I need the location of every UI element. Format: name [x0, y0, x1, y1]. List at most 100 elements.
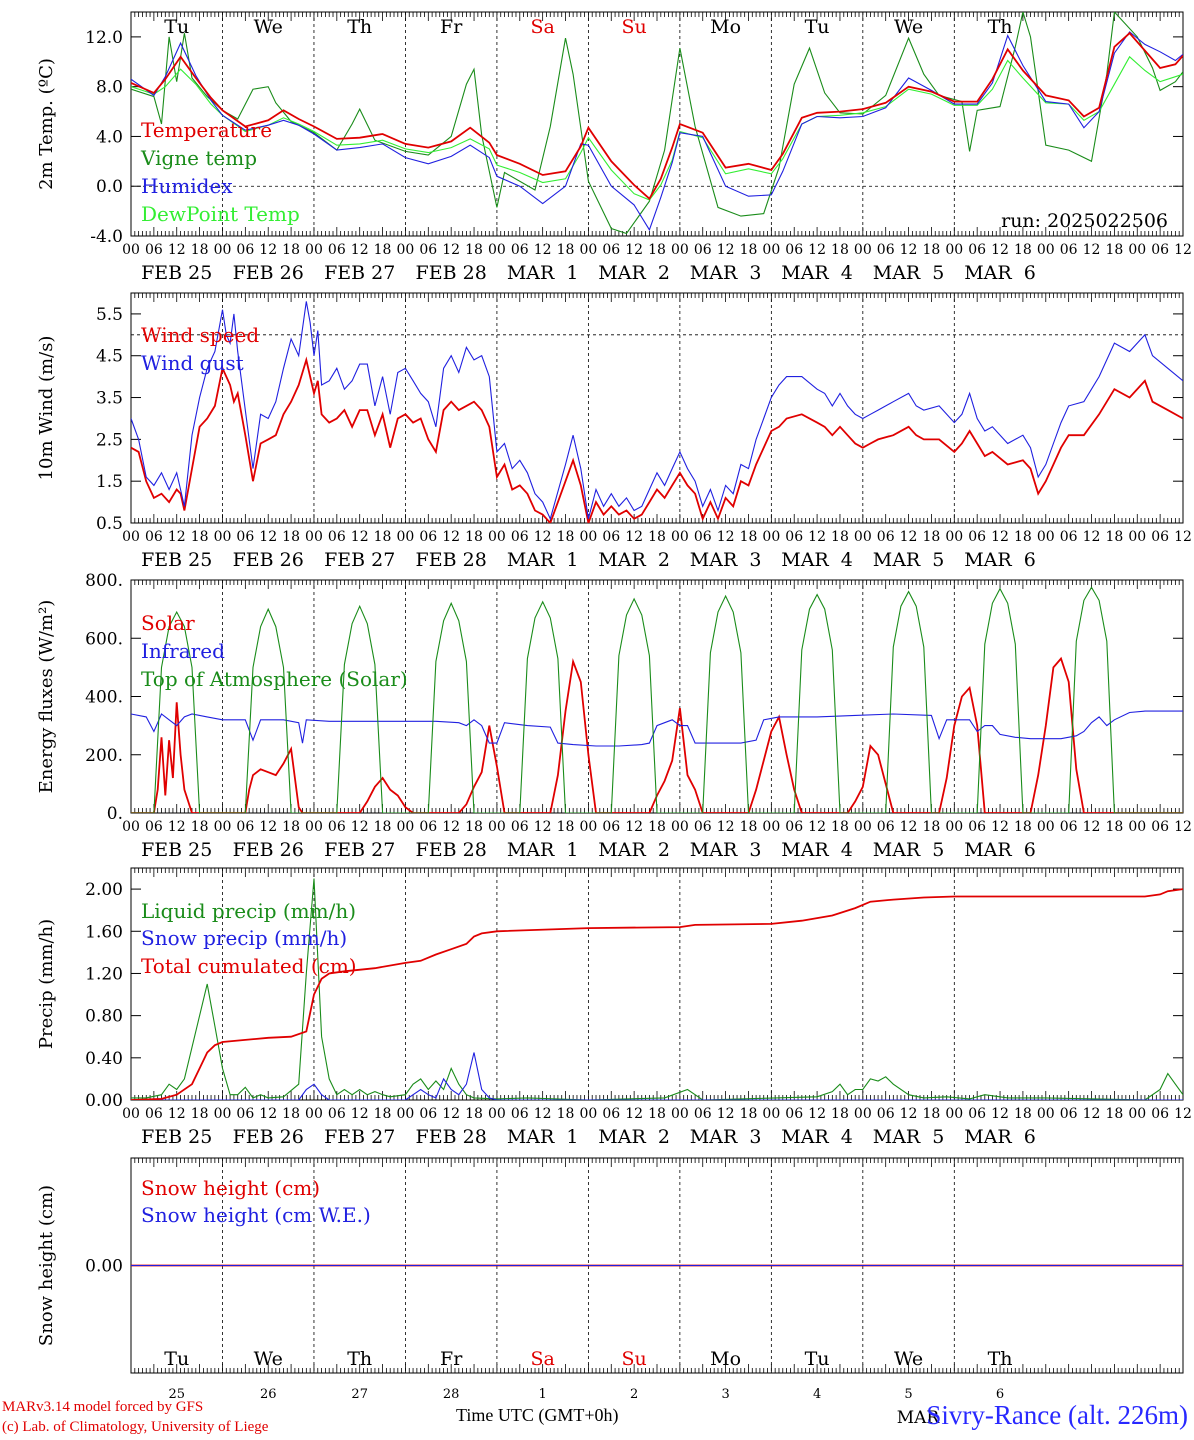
- hour-tick-label: 06: [877, 1106, 895, 1122]
- x-axis-title: Time UTC (GMT+0h): [456, 1405, 619, 1425]
- weekday-label-top: Fr: [440, 16, 463, 38]
- hour-tick-label: 18: [831, 242, 849, 258]
- hour-tick-label: 00: [945, 529, 963, 545]
- footer-model-line: MARv3.14 model forced by GFS: [2, 1399, 204, 1415]
- hour-tick-label: 00: [214, 529, 232, 545]
- hour-tick-label: 18: [465, 529, 483, 545]
- y-tick-label: 5.5: [96, 305, 123, 325]
- hour-tick-label: 00: [305, 529, 323, 545]
- hour-tick-label: 00: [1037, 242, 1055, 258]
- series-line-wind-speed: [131, 356, 1183, 523]
- hour-tick-label: 06: [785, 1106, 803, 1122]
- hour-tick-label: 12: [534, 529, 552, 545]
- hour-tick-label: 12: [808, 1106, 826, 1122]
- weekday-label-top: Sa: [530, 16, 554, 38]
- hour-tick-label: 00: [854, 819, 872, 835]
- legend-entry: Temperature: [141, 118, 272, 142]
- hour-tick-label: 00: [762, 242, 780, 258]
- hour-tick-label: 00: [488, 242, 506, 258]
- hour-tick-label: 06: [694, 529, 712, 545]
- hour-tick-label: 06: [968, 529, 986, 545]
- hour-tick-label: 00: [305, 242, 323, 258]
- weekday-label-top: Su: [621, 16, 646, 38]
- hour-tick-label: 12: [534, 1106, 552, 1122]
- y-tick-label: 8.0: [96, 78, 123, 98]
- hour-tick-label: 18: [1105, 529, 1123, 545]
- legend-entry: Total cumulated (cm): [141, 954, 357, 978]
- hour-tick-label: 18: [557, 819, 575, 835]
- hour-tick-label: 06: [328, 529, 346, 545]
- hour-tick-label: 12: [351, 242, 369, 258]
- hour-tick-label: 00: [854, 242, 872, 258]
- hour-tick-label: 00: [305, 819, 323, 835]
- legend-entry: Wind speed: [141, 323, 259, 347]
- hour-tick-label: 06: [145, 819, 163, 835]
- hour-tick-label: 06: [694, 819, 712, 835]
- hour-tick-label: 18: [648, 242, 666, 258]
- y-tick-label: 0.00: [85, 1257, 123, 1277]
- hour-tick-label: 00: [397, 242, 415, 258]
- hour-tick-label: 00: [1128, 529, 1146, 545]
- hour-tick-label: 18: [831, 529, 849, 545]
- hour-tick-label: 18: [374, 242, 392, 258]
- y-axis-label: Precip (mm/h): [36, 919, 57, 1049]
- hour-tick-label: 12: [717, 819, 735, 835]
- legend-entry: Snow precip (mm/h): [141, 926, 347, 950]
- hour-tick-label: 12: [1174, 1106, 1192, 1122]
- series-line-solar: [131, 656, 1183, 813]
- day-label: MAR 3: [690, 839, 762, 861]
- y-tick-label: 12.0: [85, 28, 123, 48]
- hour-tick-label: 00: [945, 819, 963, 835]
- hour-tick-label: 12: [991, 242, 1009, 258]
- weekday-label-bottom: We: [254, 1348, 283, 1370]
- hour-tick-label: 18: [191, 1106, 209, 1122]
- run-label: run: 2025022506: [1001, 210, 1168, 232]
- hour-tick-label: 06: [419, 242, 437, 258]
- hour-tick-label: 00: [214, 1106, 232, 1122]
- legend-entry: Humidex: [141, 174, 233, 198]
- hour-tick-label: 12: [717, 529, 735, 545]
- day-label: MAR 1: [507, 549, 579, 571]
- hour-tick-label: 18: [374, 529, 392, 545]
- hour-tick-label: 06: [785, 242, 803, 258]
- y-tick-label: 1.5: [96, 472, 123, 492]
- hour-tick-label: 12: [900, 242, 918, 258]
- hour-tick-label: 06: [877, 242, 895, 258]
- hour-tick-label: 06: [236, 819, 254, 835]
- day-number-label: 26: [260, 1387, 277, 1402]
- hour-tick-label: 06: [145, 242, 163, 258]
- series-line-humidex: [131, 31, 1183, 232]
- hour-tick-label: 18: [740, 819, 758, 835]
- hour-tick-label: 12: [808, 242, 826, 258]
- hour-tick-label: 00: [762, 529, 780, 545]
- hour-tick-label: 12: [168, 1106, 186, 1122]
- legend-entry: Liquid precip (mm/h): [141, 899, 356, 923]
- y-tick-label: 0.80: [85, 1007, 123, 1027]
- hour-tick-label: 00: [1128, 242, 1146, 258]
- weekday-label-top: Th: [988, 16, 1013, 38]
- hour-tick-label: 06: [602, 819, 620, 835]
- day-label: FEB 26: [233, 549, 304, 571]
- y-tick-label: 0.00: [85, 1091, 123, 1111]
- y-axis-label: 2m Temp. (ºC): [36, 58, 57, 190]
- hour-tick-label: 00: [579, 529, 597, 545]
- hour-tick-label: 12: [351, 1106, 369, 1122]
- hour-tick-label: 12: [1174, 242, 1192, 258]
- panel-1: -4.00.04.08.012.02m Temp. (ºC)00 06 12 18 00…: [36, 11, 1192, 284]
- hour-tick-label: 00: [1128, 819, 1146, 835]
- hour-tick-label: 18: [648, 1106, 666, 1122]
- hour-tick-label: 12: [259, 819, 277, 835]
- day-label: FEB 26: [233, 262, 304, 284]
- hour-tick-label: 06: [145, 1106, 163, 1122]
- hour-tick-label: 06: [968, 242, 986, 258]
- hour-tick-label: 00: [122, 819, 140, 835]
- hour-tick-label: 00: [1128, 1106, 1146, 1122]
- hour-tick-label: 12: [1083, 529, 1101, 545]
- hour-tick-label: 18: [282, 242, 300, 258]
- series-line-temperature: [131, 31, 1183, 201]
- hour-tick-label: 12: [259, 529, 277, 545]
- hour-tick-label: 12: [534, 819, 552, 835]
- hour-tick-label: 06: [236, 529, 254, 545]
